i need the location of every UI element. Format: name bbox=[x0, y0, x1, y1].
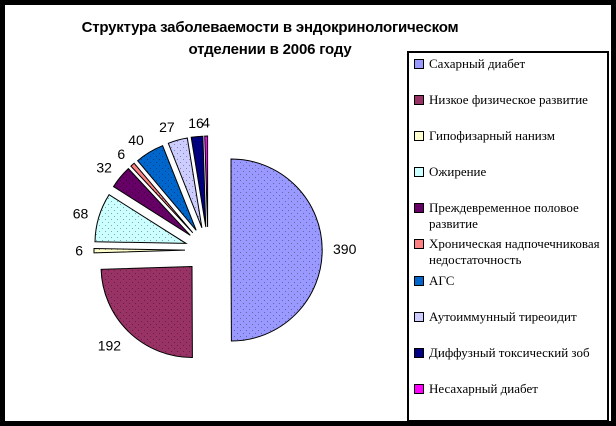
legend-item-label: Сахарный диабет bbox=[429, 56, 526, 71]
pie-value-label: 16 bbox=[188, 115, 204, 131]
legend-swatch-icon bbox=[414, 59, 424, 69]
legend-item-label: Несахарный диабет bbox=[429, 380, 538, 396]
pie-value-label: 192 bbox=[98, 337, 122, 353]
legend-item: Хроническая надпочечниковая недостаточно… bbox=[414, 236, 606, 272]
pie-value-label: 390 bbox=[333, 241, 357, 257]
legend-swatch-icon bbox=[414, 167, 424, 178]
pie-value-label: 32 bbox=[96, 160, 112, 176]
legend-swatch-icon bbox=[414, 131, 424, 142]
pie-value-label: 40 bbox=[128, 132, 144, 148]
pie-slice-texture bbox=[191, 136, 206, 228]
chart-title-line2: отделении в 2006 году bbox=[188, 41, 352, 58]
legend-swatch-icon bbox=[414, 383, 424, 394]
legend-item: Гипофизарный нанизм bbox=[414, 128, 606, 164]
legend-swatch-icon bbox=[414, 311, 424, 322]
legend-swatch-icon bbox=[414, 203, 424, 214]
pie-value-label: 6 bbox=[75, 242, 83, 258]
legend-item: Несахарный диабет bbox=[414, 381, 606, 417]
legend-item-label: Низкое физическое развитие bbox=[429, 92, 588, 108]
legend-item: Аутоиммунный тиреоидит bbox=[414, 309, 606, 345]
pie-slice-texture bbox=[130, 163, 193, 233]
legend-item: Сахарный диабет bbox=[414, 56, 606, 92]
pie-slice-texture bbox=[137, 145, 197, 231]
legend-swatch-icon bbox=[414, 275, 424, 286]
legend-swatch-icon bbox=[414, 239, 424, 250]
pie-slice-texture bbox=[231, 158, 323, 341]
legend-item-label: Диффузный токсический зоб bbox=[429, 344, 590, 360]
legend-item: Низкое физическое развитие bbox=[414, 92, 606, 128]
pie-value-label: 27 bbox=[159, 119, 175, 135]
chart-legend: Сахарный диабет Низкое физическое развити… bbox=[407, 51, 609, 421]
pie-slice-texture bbox=[93, 248, 185, 253]
pie-slice-texture bbox=[101, 266, 193, 358]
legend-item-label: Гипофизарный нанизм bbox=[429, 128, 555, 144]
legend-item-label: Хроническая надпочечниковая недостаточно… bbox=[429, 236, 600, 267]
pie-slices bbox=[93, 135, 323, 359]
legend-item: Диффузный токсический зоб bbox=[414, 345, 606, 381]
legend-item: Ожирение bbox=[414, 164, 606, 200]
pie-slice-texture bbox=[95, 194, 186, 244]
legend-swatch-icon bbox=[414, 347, 424, 358]
legend-item: Преждевременное половое развитие bbox=[414, 200, 606, 236]
pie-value-label: 4 bbox=[202, 115, 210, 131]
pie-value-label: 68 bbox=[73, 206, 89, 222]
chart-title: Структура заболеваемости в эндокринологи… bbox=[25, 17, 515, 61]
legend-item: АГС bbox=[414, 273, 606, 309]
legend-item-label: Ожирение bbox=[429, 164, 487, 180]
legend-swatch-icon bbox=[414, 95, 424, 106]
pie-slice-texture bbox=[113, 168, 191, 236]
pie-slice-texture bbox=[204, 136, 208, 227]
legend-item-label: Преждевременное половое развитие bbox=[429, 200, 579, 231]
chart-title-line1: Структура заболеваемости в эндокринологи… bbox=[81, 19, 459, 36]
legend-item-label: АГС bbox=[429, 272, 455, 288]
pie-slice-texture bbox=[168, 138, 202, 228]
pie-value-label: 6 bbox=[117, 146, 125, 162]
legend-item-label: Аутоиммунный тиреоидит bbox=[429, 308, 577, 324]
